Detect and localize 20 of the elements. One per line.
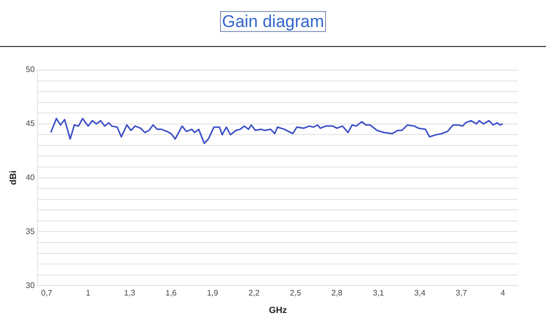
x-tick-label: 2,8 (331, 288, 344, 298)
y-tick-label: 50 (26, 65, 36, 74)
y-tick-label: 40 (26, 173, 36, 182)
y-tick-label: 45 (26, 119, 36, 128)
y-axis-title: dBi (8, 170, 18, 186)
x-tick-label: 3,1 (372, 288, 385, 298)
x-tick-label: 2,2 (248, 288, 260, 298)
chart-title: Gain diagram (220, 11, 326, 32)
y-tick-label: 30 (26, 280, 36, 290)
y-tick-label: 35 (26, 226, 36, 236)
x-tick-label: 1,6 (166, 288, 178, 298)
x-tick-label: 3,7 (456, 288, 468, 298)
x-axis-title: GHz (268, 305, 288, 316)
x-tick-label: 4 (500, 288, 506, 298)
x-tick-label: 1 (86, 288, 91, 298)
x-tick-label: 3,4 (414, 288, 426, 298)
x-tick-label: 1,3 (124, 288, 136, 298)
x-tick-label: 0,7 (41, 288, 53, 298)
x-tick-label: 1,9 (206, 288, 219, 298)
x-tick-label: 2,5 (290, 288, 302, 298)
